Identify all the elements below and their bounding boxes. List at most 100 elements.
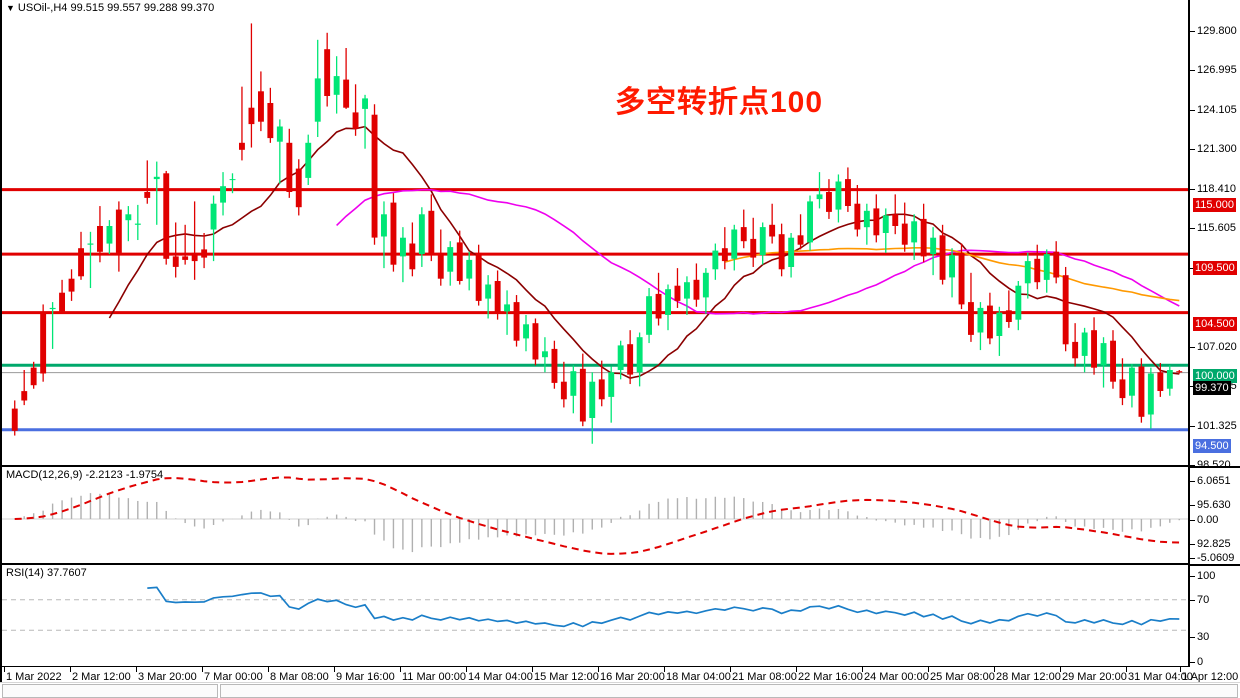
price-axis[interactable]: 129.800 126.995 124.105 121.300 118.410 115.6… xyxy=(1188,0,1240,668)
axis-tick xyxy=(1190,347,1195,348)
macd-signal-line xyxy=(14,476,1180,555)
candle-body xyxy=(826,192,832,212)
candle-body xyxy=(551,348,558,383)
candle-body xyxy=(1081,332,1088,356)
time-tick xyxy=(136,667,137,672)
candle-body xyxy=(1053,251,1060,278)
candle-body xyxy=(267,103,274,139)
candle-body xyxy=(371,114,378,238)
symbol-header[interactable]: ▼ USOil-,H4 99.515 99.557 99.288 99.370 xyxy=(6,2,214,14)
candle-body xyxy=(542,351,548,358)
candle-body xyxy=(390,202,397,265)
axis-tick xyxy=(1190,268,1195,269)
candle-body xyxy=(863,210,870,228)
candle-body xyxy=(873,208,880,236)
candle-body xyxy=(352,112,359,129)
price-pane[interactable]: ▼ USOil-,H4 99.515 99.557 99.288 99.370 多… xyxy=(2,0,1188,466)
candle-body xyxy=(87,243,94,245)
candle-body xyxy=(1062,275,1069,345)
axis-tick xyxy=(1190,426,1195,427)
axis-tick-label: 92.825 xyxy=(1197,538,1231,550)
candle-body xyxy=(428,210,435,255)
axis-tick xyxy=(1190,189,1195,190)
time-tick xyxy=(664,667,665,672)
candle-body xyxy=(144,192,151,198)
candle-body xyxy=(106,226,113,244)
time-tick-label: 9 Mar 16:00 xyxy=(336,671,395,683)
candle-body xyxy=(939,235,946,280)
axis-tick-label: 100 xyxy=(1197,570,1216,582)
axis-tick xyxy=(1190,637,1195,638)
candle-body xyxy=(1157,372,1164,391)
candle-body xyxy=(125,214,132,221)
time-tick-label: 31 Mar 04:00 xyxy=(1128,671,1193,683)
candle-body xyxy=(437,252,444,279)
candle-body xyxy=(892,214,899,226)
candle-body xyxy=(1034,258,1041,283)
candle-body xyxy=(721,248,728,262)
time-tick xyxy=(400,667,401,672)
axis-tick-label: 124.105 xyxy=(1197,104,1237,116)
axis-tick xyxy=(1190,520,1195,521)
axis-tick xyxy=(1190,70,1195,71)
chevron-down-icon[interactable]: ▼ xyxy=(6,3,15,13)
candle-body xyxy=(1091,330,1097,368)
macd-header: MACD(12,26,9) -2.2123 -1.9754 xyxy=(6,469,164,481)
time-tick xyxy=(862,667,863,672)
time-tick-label: 25 Mar 08:00 xyxy=(930,671,995,683)
axis-tick-label: 107.020 xyxy=(1197,341,1237,353)
candle-body xyxy=(1176,371,1183,373)
candle-body xyxy=(229,179,236,181)
time-tick-label: 14 Mar 04:00 xyxy=(468,671,533,683)
candle-body xyxy=(750,238,757,258)
candle-body xyxy=(163,173,170,259)
level-label-94-5[interactable]: 94.500 xyxy=(1193,439,1231,453)
candle-body xyxy=(1119,379,1126,399)
candle-body xyxy=(276,126,283,142)
axis-tick-label: 115.605 xyxy=(1197,222,1236,234)
candle-body xyxy=(731,229,738,259)
axis-tick-label: 101.325 xyxy=(1197,420,1237,432)
candle-body xyxy=(333,76,340,95)
axis-tick-label: 98.520 xyxy=(1197,459,1231,471)
candle-body xyxy=(239,142,245,150)
candle-body xyxy=(504,304,510,312)
candle-body xyxy=(447,247,454,272)
candle-body xyxy=(494,281,501,314)
time-tick xyxy=(466,667,467,672)
candle-body xyxy=(182,256,189,260)
candle-body xyxy=(835,181,842,210)
candle-body xyxy=(646,296,652,335)
current-price-label[interactable]: 99.370 xyxy=(1193,381,1231,395)
rsi-line xyxy=(147,586,1180,628)
axis-tick-label: 30 xyxy=(1197,631,1210,643)
candle-body xyxy=(466,259,473,279)
rsi-header: RSI(14) 37.7607 xyxy=(6,567,87,579)
candle-body xyxy=(958,252,965,305)
time-tick-label: 16 Mar 20:00 xyxy=(600,671,665,683)
time-tick-label: 28 Mar 12:00 xyxy=(996,671,1061,683)
time-axis[interactable]: 1 Mar 2022 2 Mar 12:00 3 Mar 20:00 7 Mar 00… xyxy=(2,667,1238,683)
candle-body xyxy=(409,243,416,270)
candle-body xyxy=(362,98,368,109)
axis-tick-label: 118.410 xyxy=(1197,183,1236,195)
level-label-115[interactable]: 115.000 xyxy=(1193,198,1236,212)
time-tick xyxy=(730,667,731,672)
candle-body xyxy=(684,282,690,299)
level-label-109-5[interactable]: 109.500 xyxy=(1193,261,1237,275)
level-label-104-5[interactable]: 104.500 xyxy=(1193,317,1237,331)
candle-body xyxy=(523,324,529,339)
time-tick xyxy=(796,667,797,672)
candle-body xyxy=(977,307,984,333)
candle-body xyxy=(134,223,141,225)
time-tick-label: 24 Mar 00:00 xyxy=(864,671,929,683)
level-label-100[interactable]: 100.000 xyxy=(1193,369,1237,383)
candle-body xyxy=(201,249,208,258)
time-tick-label: 7 Mar 00:00 xyxy=(204,671,263,683)
axis-tick-label: 121.300 xyxy=(1197,143,1237,155)
candle-body xyxy=(220,186,226,203)
rsi-pane[interactable]: RSI(14) 37.7607 xyxy=(2,564,1188,667)
candle-body xyxy=(702,272,709,298)
candle-body xyxy=(845,179,851,206)
macd-pane[interactable]: MACD(12,26,9) -2.2123 -1.9754 xyxy=(2,466,1188,564)
